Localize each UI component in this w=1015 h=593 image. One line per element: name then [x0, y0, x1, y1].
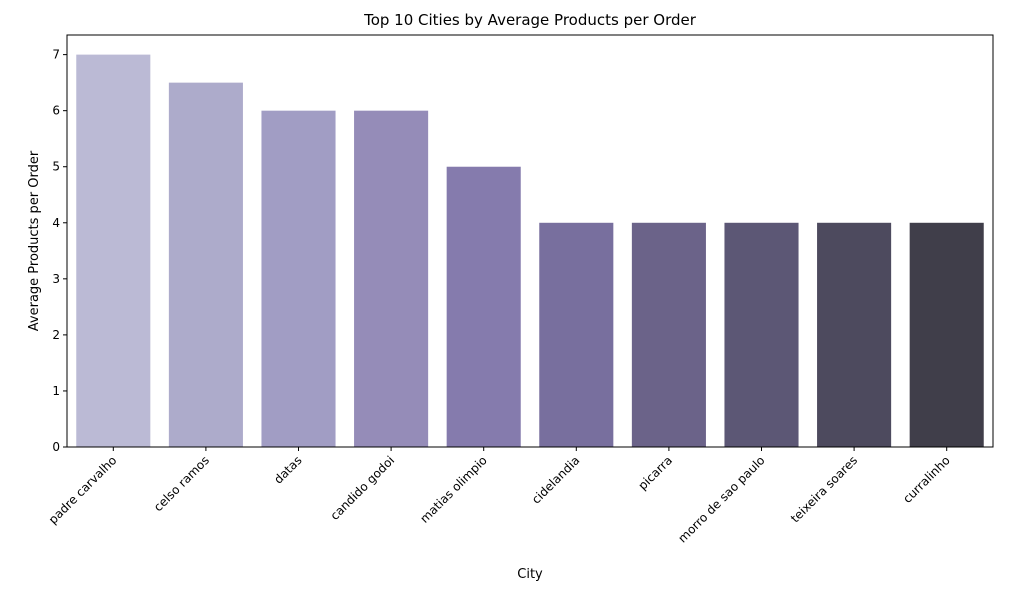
bar-morro-de-sao-paulo	[724, 222, 799, 447]
bar-cidelandia	[539, 222, 614, 447]
bar-curralinho	[909, 222, 984, 447]
y-axis: 0 1 2 3 4 5 6 7	[52, 48, 67, 454]
y-axis-label: Average Products per Order	[27, 150, 42, 331]
x-tick-label: datas	[271, 453, 304, 486]
x-tick-label: candido godoi	[328, 453, 398, 523]
plot-frame	[66, 34, 994, 448]
chart-title: Top 10 Cities by Average Products per Or…	[363, 11, 697, 29]
y-tick-label: 1	[52, 384, 60, 398]
bars-group	[76, 54, 984, 448]
y-tick-label: 5	[52, 160, 60, 174]
bar-candido-godoi	[354, 110, 429, 448]
x-tick-label: celso ramos	[151, 453, 212, 514]
y-tick-label: 6	[52, 104, 60, 118]
x-tick-label: cidelandia	[529, 453, 582, 506]
y-tick-label: 0	[52, 440, 60, 454]
bar-picarra	[631, 222, 706, 447]
x-tick-label: morro de sao paulo	[675, 453, 767, 545]
x-tick-label: picarra	[635, 453, 675, 493]
x-axis: padre carvalho celso ramos datas candido go…	[46, 447, 953, 545]
bar-teixeira-soares	[817, 222, 892, 447]
x-tick-label: teixeira soares	[788, 453, 860, 525]
bar-matias-olimpio	[446, 166, 521, 447]
y-tick-label: 3	[52, 272, 60, 286]
y-tick-label: 4	[52, 216, 60, 230]
x-tick-label: padre carvalho	[46, 453, 120, 527]
y-tick-label: 7	[52, 48, 60, 62]
x-tick-label: matias olimpio	[417, 453, 489, 525]
bar-padre-carvalho	[76, 54, 151, 447]
y-tick-label: 2	[52, 328, 60, 342]
bar-celso-ramos	[168, 82, 243, 448]
x-tick-label: curralinho	[900, 453, 953, 506]
bar-datas	[261, 110, 336, 448]
x-axis-label: City	[517, 567, 543, 582]
